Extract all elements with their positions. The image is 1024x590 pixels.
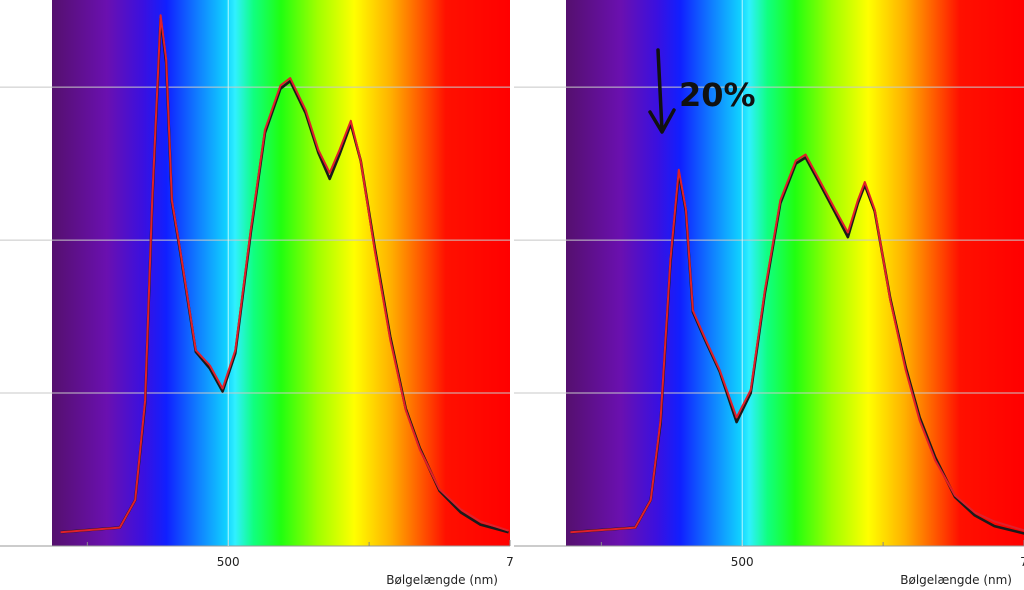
annotation-arrow <box>648 48 676 134</box>
spectrum-line <box>60 14 509 534</box>
x-tick-label: 7 <box>1020 555 1024 569</box>
spectrum-background <box>52 0 510 546</box>
x-tick-label: 500 <box>217 555 240 569</box>
spectrum-background <box>566 0 1024 546</box>
annotation: 20% <box>679 76 756 114</box>
x-axis-label: Bølgelængde (nm) <box>900 573 1012 587</box>
spectrum-line <box>570 153 1024 534</box>
chart-panel: 500 7 Bølgelængde (nm) <box>0 0 514 587</box>
plot-lines <box>570 153 1024 535</box>
x-tick-label: 7 <box>506 555 514 569</box>
x-axis-label: Bølgelængde (nm) <box>386 573 498 587</box>
x-tick-label: 500 <box>731 555 754 569</box>
plot-lines <box>60 14 509 534</box>
chart-panel: 500 7 Bølgelængde (nm) 20% <box>514 0 1024 587</box>
